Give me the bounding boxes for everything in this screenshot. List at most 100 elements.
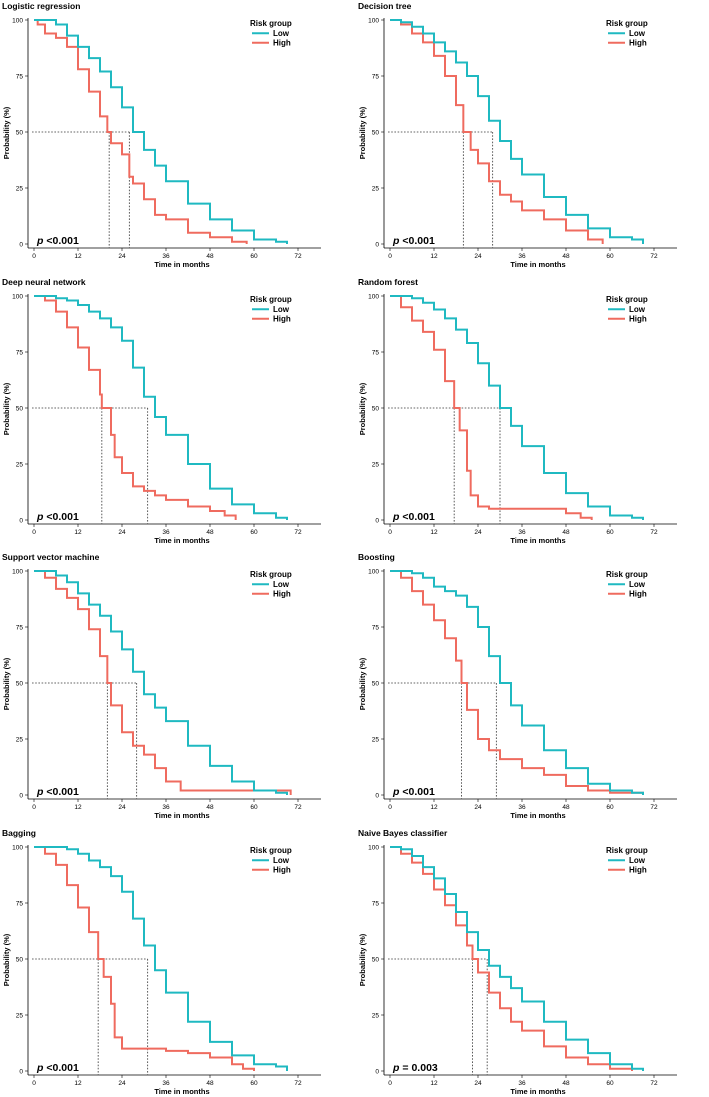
y-tick-label: 0 (19, 792, 23, 799)
x-tick-label: 48 (562, 253, 570, 260)
y-tick-label: 75 (372, 900, 380, 907)
p-symbol: p (36, 235, 44, 247)
x-tick-label: 24 (118, 1080, 126, 1087)
y-axis-label: Probability (%) (2, 657, 11, 710)
x-tick-label: 0 (388, 253, 392, 260)
y-tick-label: 50 (372, 129, 380, 136)
p-value-text: = 0.003 (402, 1062, 437, 1074)
x-axis-label: Time in months (154, 811, 209, 820)
p-symbol: p (392, 511, 400, 523)
x-tick-label: 48 (562, 529, 570, 536)
x-tick-label: 24 (118, 253, 126, 260)
x-tick-label: 60 (250, 804, 258, 811)
p-value-annotation: p <0.001 (36, 235, 79, 247)
legend-label-low: Low (273, 580, 290, 589)
y-tick-label: 25 (16, 736, 24, 743)
y-tick-label: 100 (12, 844, 23, 851)
x-tick-label: 72 (294, 804, 302, 811)
p-symbol: p (36, 786, 44, 798)
y-axis-label: Probability (%) (358, 382, 367, 435)
y-tick-label: 100 (368, 293, 379, 300)
series-line-low (34, 295, 288, 520)
x-tick-label: 36 (162, 804, 170, 811)
p-value-text: <0.001 (46, 786, 79, 798)
series-line-low (390, 846, 644, 1071)
y-tick-label: 100 (368, 17, 379, 24)
x-tick-label: 36 (518, 529, 526, 536)
panel-random-forest: Random forest 0 25 50 75 100 0 12 24 36 48 60 72 Time… (358, 277, 677, 545)
y-tick-label: 0 (19, 1068, 23, 1075)
y-tick-label: 0 (19, 517, 23, 524)
y-tick-label: 0 (375, 241, 379, 248)
series-line-low (390, 295, 644, 520)
x-tick-label: 24 (474, 1080, 482, 1087)
x-tick-label: 12 (430, 253, 438, 260)
p-symbol: p (36, 511, 44, 523)
y-tick-label: 50 (372, 680, 380, 687)
legend-title: Risk group (250, 295, 292, 304)
panel-deep-neural-network: Deep neural network 0 25 50 75 100 0 12 24 36 48 60… (2, 277, 321, 545)
legend-title: Risk group (250, 846, 292, 855)
panel-decision-tree: Decision tree 0 25 50 75 100 0 12 24 36 48 60 72 Time… (358, 1, 677, 269)
series-line-low (34, 570, 288, 795)
y-tick-label: 100 (12, 17, 23, 24)
p-value-text: <0.001 (46, 235, 79, 247)
x-tick-label: 72 (294, 253, 302, 260)
series-line-high (34, 19, 248, 244)
panel-title: Decision tree (358, 1, 412, 11)
series-line-low (390, 570, 644, 795)
x-tick-label: 12 (430, 529, 438, 536)
x-tick-label: 0 (32, 804, 36, 811)
x-tick-label: 72 (650, 804, 658, 811)
series-line-high (390, 570, 644, 795)
y-tick-label: 50 (16, 405, 24, 412)
x-tick-label: 12 (74, 1080, 82, 1087)
x-tick-label: 24 (474, 253, 482, 260)
series-line-high (390, 19, 604, 244)
p-value-annotation: p <0.001 (36, 786, 79, 798)
p-value-text: <0.001 (402, 786, 435, 798)
p-symbol: p (392, 235, 400, 247)
x-tick-label: 60 (606, 529, 614, 536)
y-tick-label: 75 (16, 624, 24, 631)
x-tick-label: 24 (118, 804, 126, 811)
x-tick-label: 12 (74, 253, 82, 260)
y-axis-label: Probability (%) (358, 106, 367, 159)
legend-label-high: High (273, 315, 291, 324)
x-tick-label: 48 (562, 804, 570, 811)
p-symbol: p (392, 786, 400, 798)
legend-label-low: Low (629, 580, 646, 589)
y-tick-label: 100 (12, 568, 23, 575)
x-tick-label: 0 (32, 529, 36, 536)
series-line-low (34, 846, 288, 1071)
y-tick-label: 0 (375, 792, 379, 799)
y-tick-label: 50 (372, 956, 380, 963)
legend-label-low: Low (273, 856, 290, 865)
series-line-low (34, 19, 288, 244)
x-tick-label: 60 (250, 253, 258, 260)
x-tick-label: 72 (294, 529, 302, 536)
x-tick-label: 60 (606, 253, 614, 260)
p-value-text: <0.001 (46, 511, 79, 523)
panel-title: Support vector machine (2, 552, 100, 562)
x-tick-label: 48 (562, 1080, 570, 1087)
series-line-high (390, 846, 633, 1071)
panel-title: Deep neural network (2, 277, 86, 287)
x-tick-label: 24 (118, 529, 126, 536)
p-value-annotation: p <0.001 (392, 786, 435, 798)
p-value-annotation: p = 0.003 (392, 1062, 438, 1074)
x-tick-label: 72 (650, 1080, 658, 1087)
series-line-high (34, 846, 255, 1071)
p-value-annotation: p <0.001 (36, 511, 79, 523)
x-axis-label: Time in months (510, 811, 565, 820)
x-tick-label: 60 (606, 804, 614, 811)
legend-label-low: Low (273, 305, 290, 314)
panel-title: Bagging (2, 828, 36, 838)
y-tick-label: 25 (372, 461, 380, 468)
y-tick-label: 25 (372, 736, 380, 743)
y-tick-label: 75 (16, 349, 24, 356)
legend-title: Risk group (606, 570, 648, 579)
panel-logistic-regression: Logistic regression 0 25 50 75 100 0 12 24 36 48 60… (2, 1, 321, 269)
legend-title: Risk group (250, 19, 292, 28)
